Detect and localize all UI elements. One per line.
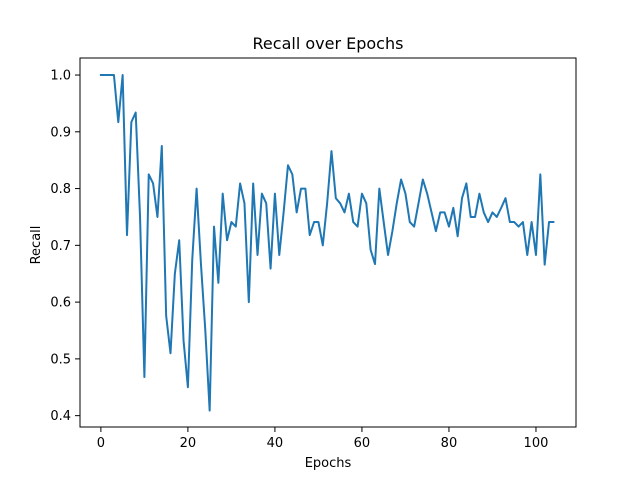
- x-tick-label: 60: [354, 436, 371, 451]
- y-tick-label: 0.5: [50, 352, 71, 367]
- x-tick-label: 100: [524, 436, 549, 451]
- x-tick-label: 20: [180, 436, 197, 451]
- x-tick-label: 40: [267, 436, 284, 451]
- y-tick-label: 0.6: [50, 296, 71, 311]
- y-tick-label: 0.4: [50, 409, 71, 424]
- plot-area: 0 20 40 60 80 100 0.4 0.5 0.6 0.7 0.8 0.9 1.0: [50, 57, 577, 451]
- y-tick-label: 0.8: [50, 182, 71, 197]
- x-axis-label: Epochs: [305, 456, 352, 471]
- x-tick-label: 0: [97, 436, 105, 451]
- recall-series-line: [99, 74, 555, 412]
- axes-frame: [79, 57, 577, 428]
- chart-title: Recall over Epochs: [253, 34, 404, 53]
- y-tick-label: 0.7: [50, 239, 71, 254]
- y-tick-label: 0.9: [50, 125, 71, 140]
- x-tick-label: 80: [441, 436, 458, 451]
- y-axis-label: Recall: [29, 226, 44, 265]
- y-tick-label: 1.0: [50, 69, 71, 84]
